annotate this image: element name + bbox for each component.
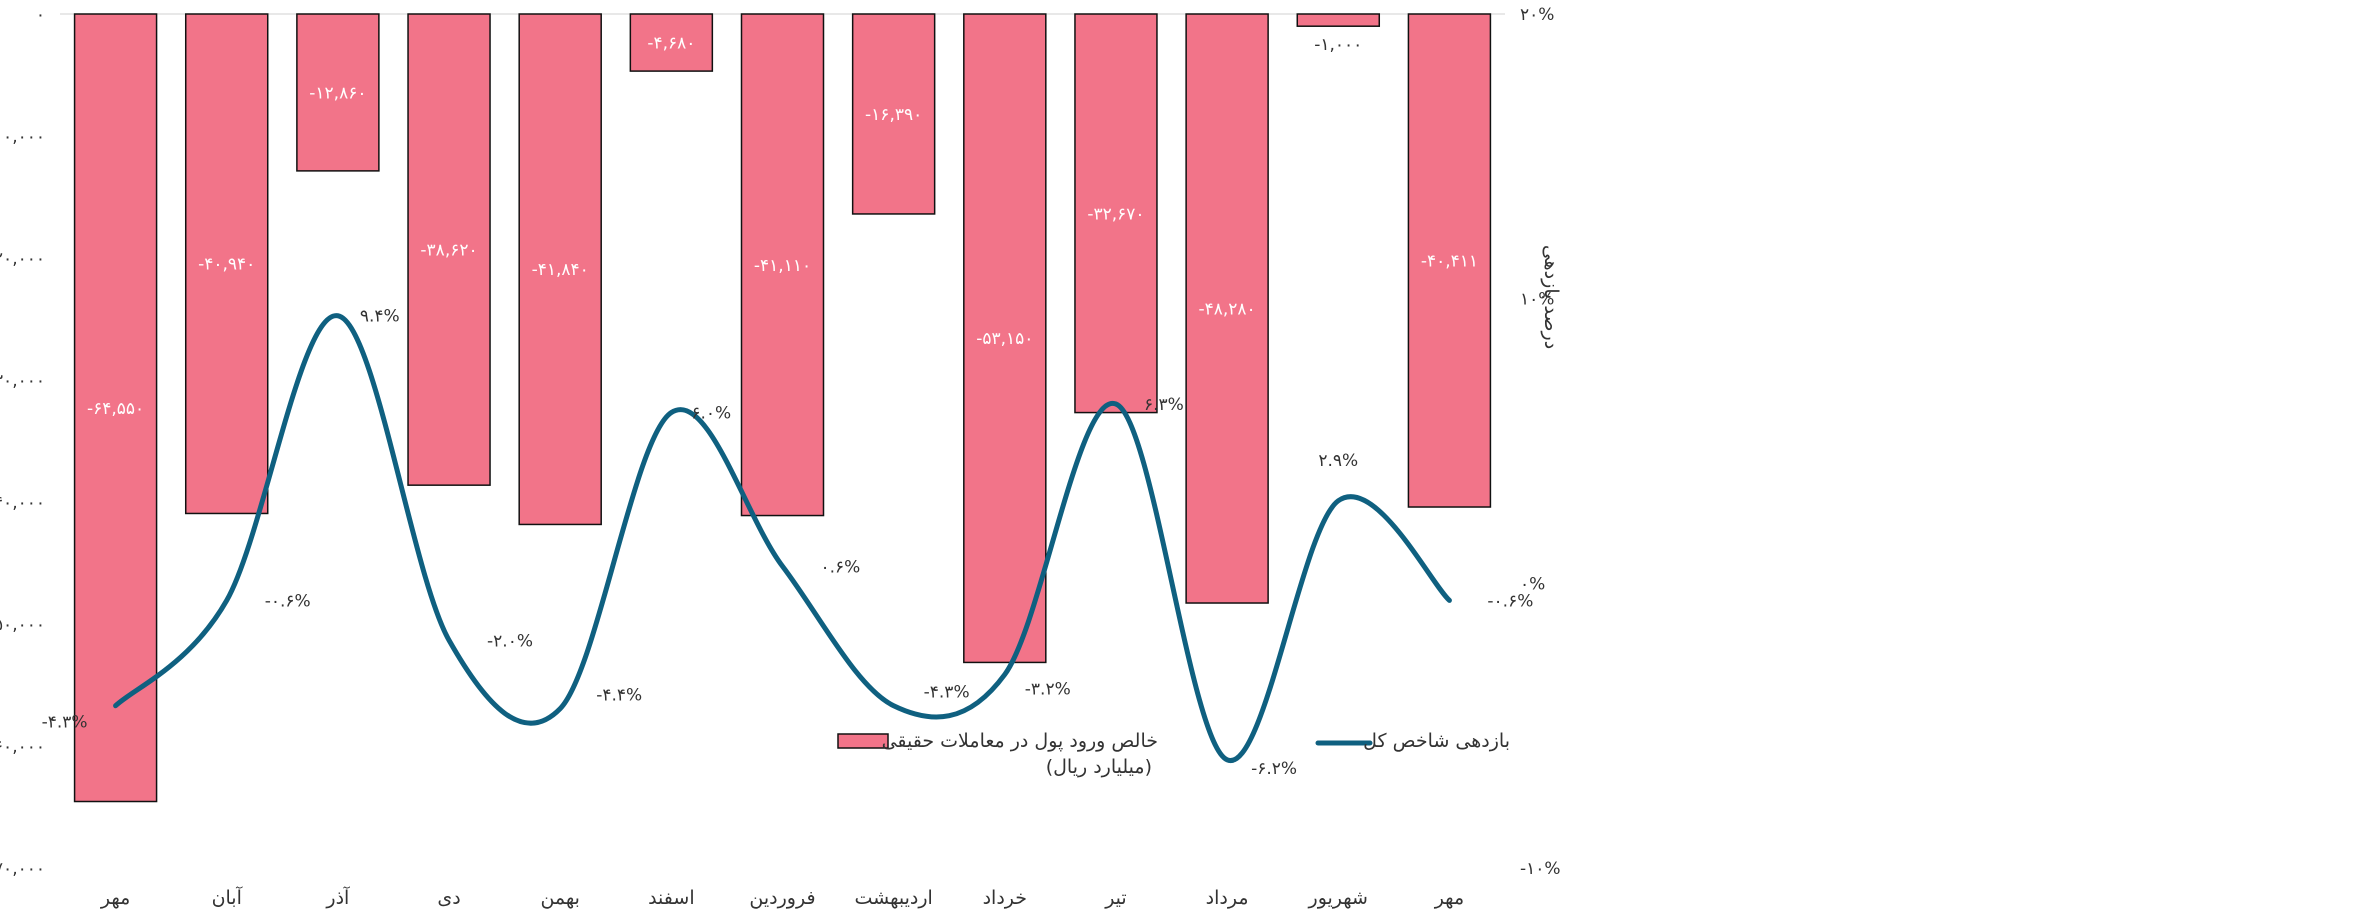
bar-data-label: -۴۱,۸۴۰ <box>532 260 589 280</box>
category-label: اردیبهشت <box>854 887 932 909</box>
legend-bar-label-line2: (میلیارد ریال) <box>1046 756 1152 778</box>
line-data-label: ۰.۶% <box>821 557 861 577</box>
bar <box>184 13 269 515</box>
line-data-label: ۶.۰% <box>691 404 731 424</box>
left-tick-label: -۳۰,۰۰۰ <box>0 371 45 391</box>
line-data-label: -۳.۲% <box>1025 679 1071 699</box>
bar-data-labels: -۶۴,۵۵۰ -۴۰,۹۴۰ -۱۲,۸۶۰ -۳۸,۶۲۰ -۴۱,۸۴۰ -۴,۶۸… <box>87 34 1478 419</box>
line-data-label: ۶.۳% <box>1144 395 1184 415</box>
bar-data-label: -۴۰,۹۴۰ <box>198 255 255 275</box>
bar-data-label: -۱,۰۰۰ <box>1314 35 1362 55</box>
line-data-label: -۲.۰% <box>487 631 533 651</box>
left-tick-label: -۷۰,۰۰۰ <box>0 859 45 879</box>
left-tick-label: -۱۰,۰۰۰ <box>0 127 45 147</box>
left-tick-label: ۰ <box>36 5 45 25</box>
line-series <box>113 313 1452 763</box>
left-tick-label: -۶۰,۰۰۰ <box>0 737 45 757</box>
line-data-label: -۰.۶% <box>1487 591 1533 611</box>
right-axis-title: درصد بازدهی <box>1540 245 1562 349</box>
bar-data-label: -۴۸,۲۸۰ <box>1199 300 1256 320</box>
bar <box>1296 13 1381 27</box>
category-label: مرداد <box>1206 887 1249 909</box>
left-tick-label: -۵۰,۰۰۰ <box>0 615 45 635</box>
bar-data-label: -۱۶,۳۹۰ <box>865 105 922 125</box>
right-tick-label: ۲۰% <box>1520 5 1554 25</box>
bar <box>851 13 936 215</box>
right-tick-label: ۰% <box>1520 574 1545 594</box>
category-axis-labels: مهر آبان آذر دی بهمن اسفند فروردین اردیبهشت خردا… <box>100 885 1464 909</box>
legend-line-label: بازدهی شاخص کل <box>1363 730 1510 752</box>
bar <box>1074 13 1158 414</box>
category-label: اسفند <box>648 887 695 909</box>
bar-data-label: -۴۱,۱۱۰ <box>754 256 811 276</box>
bar-data-label: -۳۸,۶۲۰ <box>420 241 477 261</box>
category-label: شهریور <box>1308 887 1368 909</box>
line-data-label: -۰.۶% <box>265 591 311 611</box>
category-label: تیر <box>1104 887 1127 909</box>
line-data-label: ۹.۴% <box>360 307 400 327</box>
left-tick-label: -۴۰,۰۰۰ <box>0 493 45 513</box>
category-label: آذر <box>325 885 350 909</box>
category-label: فروردین <box>749 887 815 909</box>
legend-bar-label-line1: خالص ورود پول در معاملات حقیقی <box>882 730 1158 752</box>
bar <box>73 13 158 803</box>
line-data-label: -۴.۳% <box>42 713 88 733</box>
legend: خالص ورود پول در معاملات حقیقی (میلیارد … <box>837 730 1510 778</box>
line-data-label: ۲.۹% <box>1318 451 1358 471</box>
category-label: دی <box>437 887 460 909</box>
line-data-label: -۴.۴% <box>596 686 642 706</box>
bar <box>296 13 380 172</box>
bar-data-label: -۶۴,۵۵۰ <box>87 399 144 419</box>
category-label: بهمن <box>540 887 580 909</box>
right-axis-ticks: ۲۰% ۱۰% ۰% -۱۰% <box>1520 5 1561 879</box>
bar <box>407 13 491 486</box>
bar-data-label: -۴۰,۴۱۱ <box>1421 252 1478 272</box>
line-data-labels: -۴.۳% -۰.۶% ۹.۴% -۲.۰% -۴.۴% ۶.۰% ۰.۶% -۴.۳% -۳.… <box>42 307 1534 779</box>
bar-data-label: -۵۳,۱۵۰ <box>976 329 1033 349</box>
category-label: مهر <box>100 887 130 909</box>
bar <box>963 13 1047 664</box>
bar <box>1407 13 1492 508</box>
bar-data-label: -۱۲,۸۶۰ <box>309 83 366 103</box>
line-data-label: -۴.۳% <box>924 683 970 703</box>
bar-data-label: -۳۲,۶۷۰ <box>1087 204 1144 224</box>
category-label: آبان <box>212 885 243 909</box>
bar <box>629 13 714 72</box>
line-data-label: -۶.۲% <box>1251 759 1297 779</box>
bar <box>740 13 825 517</box>
left-axis-ticks: ۰ -۱۰,۰۰۰ -۲۰,۰۰۰ -۳۰,۰۰۰ -۴۰,۰۰۰ -۵۰,۰۰۰ -۶۰,… <box>0 5 45 879</box>
bar-series <box>73 13 1492 803</box>
bar-data-label: -۴,۶۸۰ <box>647 34 695 54</box>
category-label: مهر <box>1434 887 1464 909</box>
right-tick-label: -۱۰% <box>1520 859 1561 879</box>
category-label: خرداد <box>983 887 1027 909</box>
bar <box>1185 13 1269 604</box>
bar <box>518 13 602 526</box>
right-tick-label: ۱۰% <box>1520 290 1554 310</box>
legend-bar-swatch <box>837 733 889 749</box>
left-tick-label: -۲۰,۰۰۰ <box>0 249 45 269</box>
